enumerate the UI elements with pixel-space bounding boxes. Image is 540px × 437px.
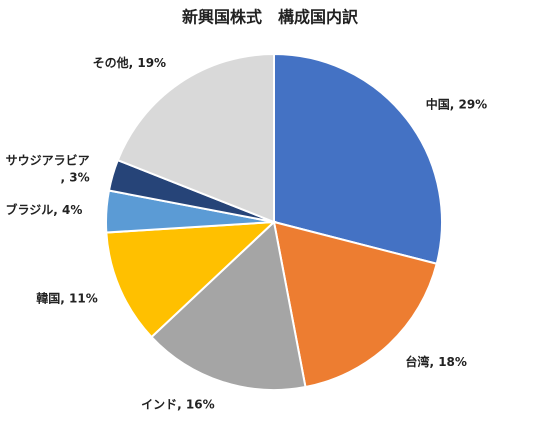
data-label: 韓国, 11% [36, 290, 97, 305]
label-value: 18% [438, 354, 467, 368]
pie-slice [150, 220, 307, 391]
label-separator: , [129, 56, 138, 70]
data-label: ブラジル, 4% [5, 201, 82, 216]
label-separator: , [60, 291, 69, 305]
chart-title: 新興国株式 構成国内訳 [182, 8, 359, 27]
data-label: 台湾, 18% [405, 353, 467, 368]
label-category: ブラジル [5, 201, 53, 216]
label-separator: , [429, 354, 438, 368]
pie-slice [273, 52, 443, 265]
label-value: 3% [69, 170, 89, 184]
data-label: サウジアラビア, 3% [6, 152, 90, 184]
label-category: インド [141, 397, 177, 411]
label-value: 11% [69, 291, 98, 305]
label-separator: , [450, 97, 459, 111]
label-value: 29% [458, 97, 487, 111]
label-separator: , [60, 170, 69, 184]
label-separator: , [177, 397, 186, 411]
data-label: インド, 16% [141, 397, 215, 411]
label-value: 16% [186, 397, 215, 411]
label-category: 中国 [426, 96, 450, 111]
label-category: 台湾 [405, 353, 429, 368]
label-value: 19% [137, 56, 166, 70]
label-value: 4% [62, 202, 82, 216]
label-category: その他 [93, 55, 129, 70]
pie-slice [105, 220, 277, 339]
data-label: その他, 19% [93, 55, 167, 70]
label-category: 韓国 [36, 290, 60, 305]
pie-slice [116, 52, 275, 224]
pie-slice [272, 220, 438, 389]
data-label: 中国, 29% [426, 96, 488, 111]
label-separator: , [53, 202, 62, 216]
label-category: サウジアラビア [6, 152, 90, 167]
